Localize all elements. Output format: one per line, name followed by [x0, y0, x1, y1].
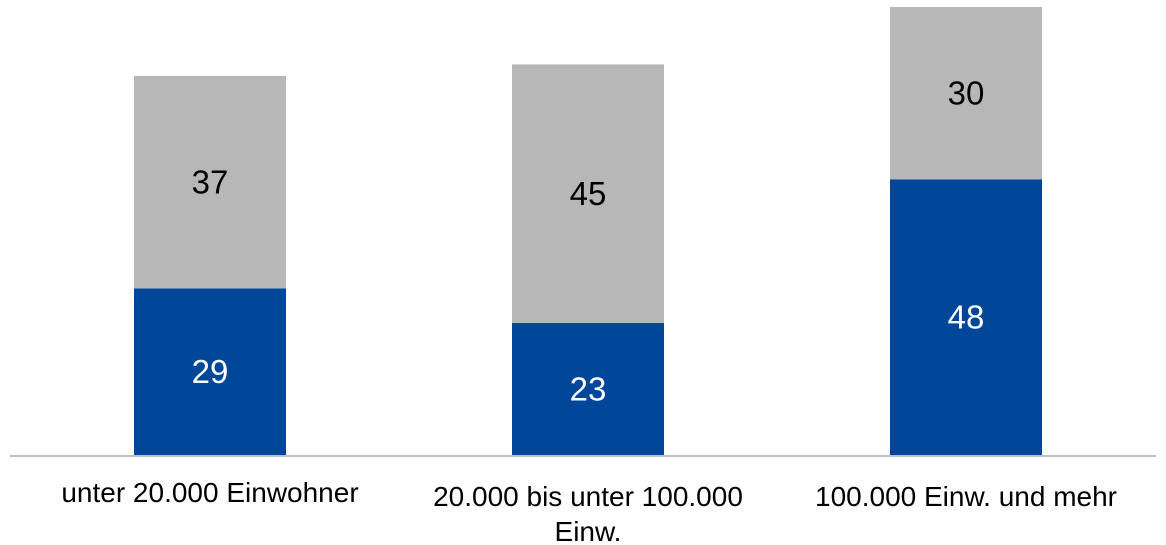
bars-group: 29 37 23 45 48 30 [134, 7, 1042, 456]
category-label-line: Einw. [555, 516, 622, 545]
category-label: 20.000 bis unter 100.000 Einw. [433, 481, 743, 545]
category-label: 100.000 Einw. und mehr [815, 481, 1117, 512]
data-label: 48 [948, 299, 985, 336]
data-label: 23 [570, 370, 607, 407]
bar-segment [134, 288, 286, 455]
bar-segment [512, 322, 664, 455]
category-label-line: 100.000 Einw. und mehr [815, 481, 1117, 512]
bar-segment [134, 75, 286, 289]
category-label-line: 20.000 bis unter 100.000 [433, 481, 743, 512]
category-labels-group: unter 20.000 Einwohner 20.000 bis unter 1… [61, 477, 1117, 545]
data-label: 37 [192, 164, 229, 201]
bar-segment [890, 179, 1042, 456]
data-label: 45 [570, 175, 607, 212]
bar-segment [512, 64, 664, 323]
data-label: 29 [192, 353, 229, 390]
category-label-line: unter 20.000 Einwohner [61, 477, 358, 508]
bar-segment [890, 7, 1042, 180]
category-label: unter 20.000 Einwohner [61, 477, 358, 508]
data-label: 30 [948, 75, 985, 112]
